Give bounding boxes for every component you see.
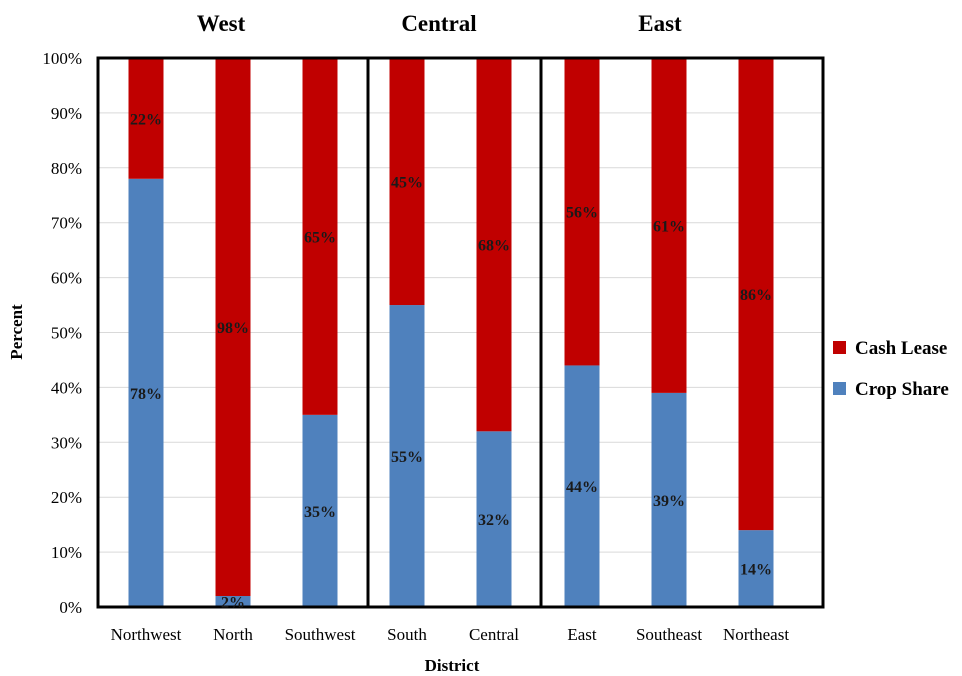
x-tick-label: Central bbox=[469, 625, 519, 644]
group-title: West bbox=[197, 11, 246, 36]
legend-swatch-crop-share bbox=[833, 382, 846, 395]
bar-crop-share bbox=[215, 596, 251, 607]
data-label: 61% bbox=[653, 218, 685, 235]
y-tick-label: 90% bbox=[51, 104, 82, 123]
group-frames bbox=[96, 56, 825, 609]
data-label: 44% bbox=[566, 479, 598, 496]
y-tick-label: 60% bbox=[51, 269, 82, 288]
group-title: Central bbox=[401, 11, 476, 36]
data-labels: 78% 22% 2% 98% 35% 65% 55% 45% 32% 68% 44% 56% 39% 61… bbox=[130, 111, 772, 611]
bar-cash-lease bbox=[389, 58, 425, 306]
group-frame bbox=[539, 56, 825, 609]
y-tick-label: 30% bbox=[51, 433, 82, 452]
legend-label-cash-lease: Cash Lease bbox=[855, 338, 947, 359]
bar-cash-lease bbox=[651, 58, 687, 393]
y-tick-label: 20% bbox=[51, 488, 82, 507]
y-tick-label: 10% bbox=[51, 543, 82, 562]
data-label: 45% bbox=[391, 175, 423, 192]
legend-label-crop-share: Crop Share bbox=[855, 379, 949, 400]
bar-cash-lease bbox=[128, 58, 164, 179]
bar-cash-lease bbox=[476, 58, 512, 432]
y-tick-labels: 0% 10% 20% 30% 40% 50% 60% 70% 80% 90% 100% bbox=[42, 49, 82, 617]
y-tick-label: 50% bbox=[51, 324, 82, 343]
data-label: 98% bbox=[217, 320, 249, 337]
bar-crop-share bbox=[564, 365, 600, 607]
data-label: 35% bbox=[304, 504, 336, 521]
y-tick-label: 70% bbox=[51, 214, 82, 233]
x-tick-label: Northwest bbox=[111, 625, 182, 644]
data-label: 39% bbox=[653, 493, 685, 510]
y-tick-label: 40% bbox=[51, 378, 82, 397]
bar-crop-share bbox=[128, 178, 164, 607]
x-tick-label: South bbox=[387, 625, 427, 644]
x-tick-label: North bbox=[213, 625, 253, 644]
x-tick-label: Northeast bbox=[723, 625, 789, 644]
x-axis-label: District bbox=[425, 656, 480, 675]
data-label: 65% bbox=[304, 229, 336, 246]
bar-cash-lease bbox=[302, 58, 338, 415]
data-label: 68% bbox=[478, 238, 510, 255]
group-titles: West Central East bbox=[197, 11, 682, 36]
bar-cash-lease bbox=[215, 58, 251, 597]
data-label: 2% bbox=[221, 595, 245, 612]
legend: Cash Lease Crop Share bbox=[833, 338, 949, 400]
data-label: 55% bbox=[391, 449, 423, 466]
bar-crop-share bbox=[302, 414, 338, 607]
legend-swatch-cash-lease bbox=[833, 341, 846, 354]
group-title: East bbox=[638, 11, 682, 36]
y-tick-label: 100% bbox=[42, 49, 82, 68]
bar-cash-lease bbox=[738, 58, 774, 531]
bars bbox=[128, 58, 774, 607]
x-tick-labels: Northwest North Southwest South Central East S… bbox=[111, 625, 790, 644]
y-tick-label: 0% bbox=[59, 598, 82, 617]
bar-crop-share bbox=[476, 431, 512, 607]
x-tick-label: Southeast bbox=[636, 625, 702, 644]
data-label: 56% bbox=[566, 205, 598, 222]
bar-crop-share bbox=[738, 530, 774, 607]
data-label: 14% bbox=[740, 562, 772, 579]
bar-crop-share bbox=[651, 392, 687, 607]
data-label: 32% bbox=[478, 512, 510, 529]
y-tick-label: 80% bbox=[51, 159, 82, 178]
data-label: 22% bbox=[130, 111, 162, 128]
data-label: 78% bbox=[130, 386, 162, 403]
data-label: 86% bbox=[740, 287, 772, 304]
bar-crop-share bbox=[389, 305, 425, 607]
x-tick-label: East bbox=[567, 625, 597, 644]
bar-cash-lease bbox=[564, 58, 600, 366]
x-tick-label: Southwest bbox=[285, 625, 356, 644]
y-axis-label: Percent bbox=[7, 304, 26, 360]
gridlines bbox=[98, 57, 823, 553]
